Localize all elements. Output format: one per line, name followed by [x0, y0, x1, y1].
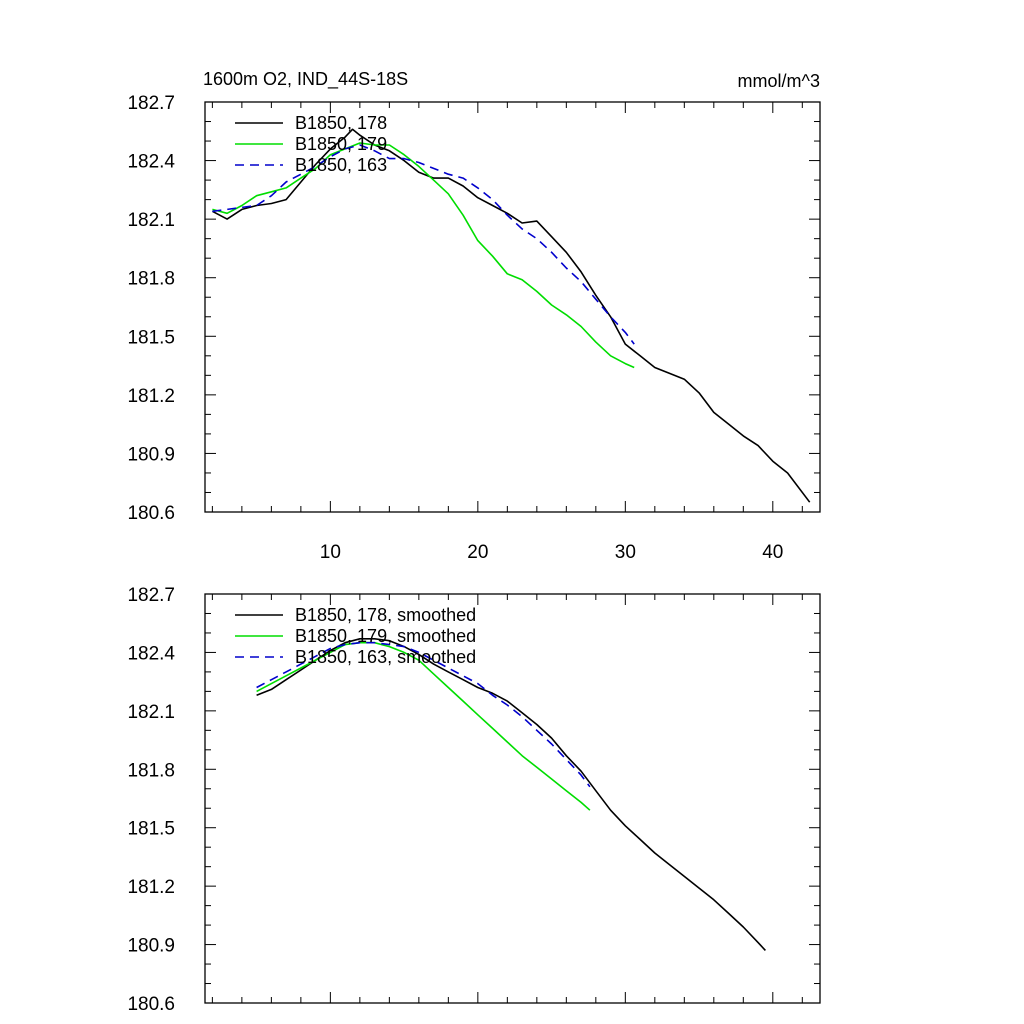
chart1-series-1-line — [212, 128, 811, 503]
chart1-legend-label-2: B1850, 179 — [295, 134, 387, 154]
chart2-legend-label-2: B1850, 179, smoothed — [295, 626, 476, 646]
chart1-ytick-label: 180.6 — [127, 503, 175, 524]
chart1-legend-label-3: B1850, 163 — [295, 155, 387, 175]
chart1-ytick-label: 182.7 — [127, 93, 175, 114]
chart1-ytick-label: 182.4 — [127, 152, 175, 173]
chart1-xtick-label: 30 — [615, 542, 636, 563]
chart1-xtick-label: 40 — [762, 542, 783, 563]
chart2-ytick-label: 180.9 — [127, 936, 175, 957]
chart2-series-1-line — [256, 637, 766, 951]
chart1-plot-frame — [204, 101, 821, 513]
chart2-series-3-line — [256, 641, 591, 788]
chart1-title: 1600m O2, IND_44S-18S — [203, 69, 408, 90]
chart1-series-3-line — [212, 144, 635, 345]
chart1-ytick-label: 181.2 — [127, 386, 175, 407]
chart2-ytick-label: 182.7 — [127, 585, 175, 606]
chart1-ytick-label: 181.5 — [127, 327, 175, 348]
chart1-ytick-label: 180.9 — [127, 444, 175, 465]
chart2-ytick-label: 180.6 — [127, 994, 175, 1015]
chart1-series-2-line — [212, 142, 635, 369]
chart1-units-label: mmol/m^3 — [738, 71, 820, 91]
chart2-legend-label-1: B1850, 178, smoothed — [295, 605, 476, 625]
chart2-ytick-label: 182.1 — [127, 702, 175, 723]
chart2-ytick-label: 181.5 — [127, 819, 175, 840]
chart2-plot-frame — [204, 593, 821, 1004]
chart1-legend-label-1: B1850, 178 — [295, 113, 387, 133]
chart1-xtick-label: 20 — [467, 542, 488, 563]
chart2-series-2-line — [256, 641, 591, 811]
chart2-ytick-label: 182.4 — [127, 643, 175, 664]
chart1-ytick-label: 182.1 — [127, 210, 175, 231]
chart2-legend-label-3: B1850, 163, smoothed — [295, 647, 476, 667]
chart1-xtick-label: 10 — [320, 542, 341, 563]
chart2-ytick-label: 181.8 — [127, 760, 175, 781]
chart2-ytick-label: 181.2 — [127, 877, 175, 898]
chart1-ytick-label: 181.8 — [127, 269, 175, 290]
